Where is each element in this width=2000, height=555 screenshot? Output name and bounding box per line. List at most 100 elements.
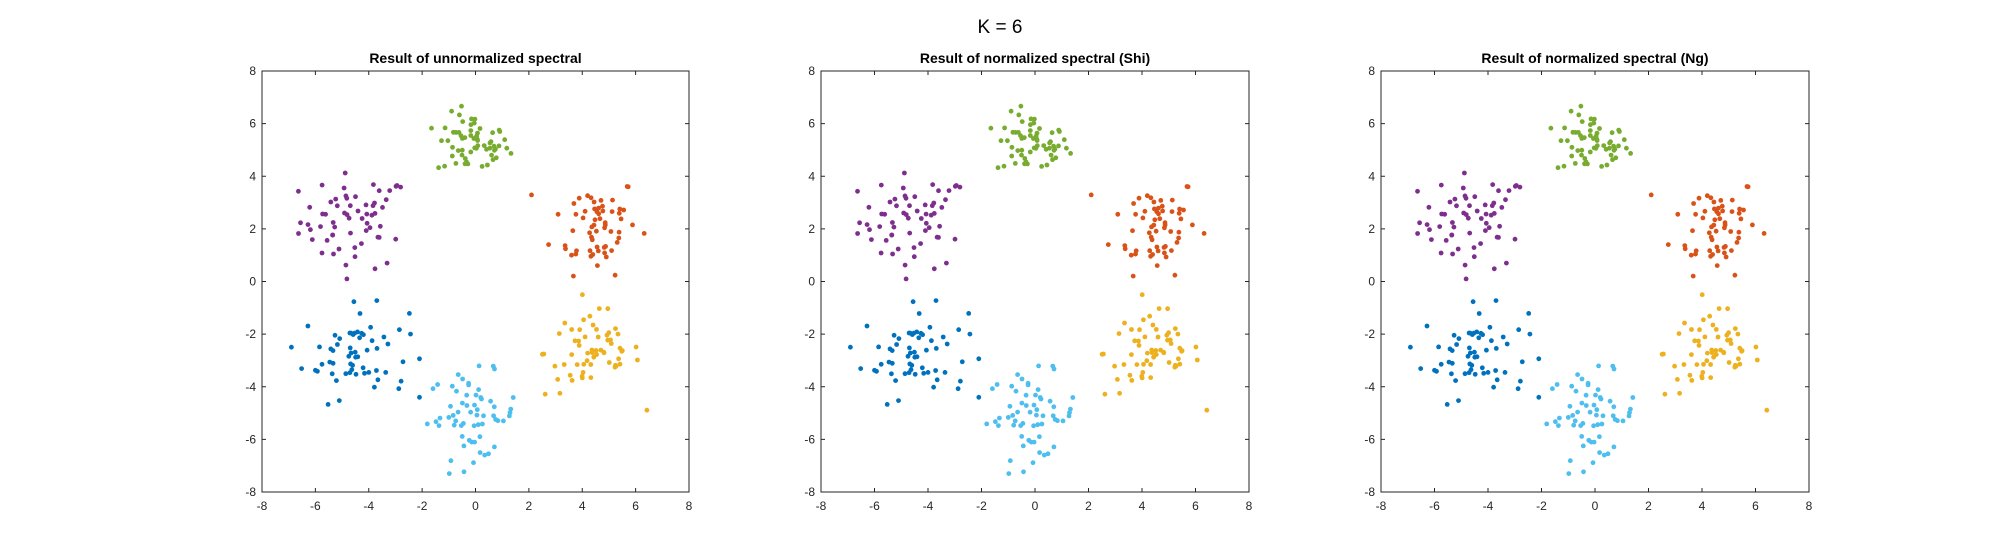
scatter-point [485, 162, 490, 168]
scatter-point [1449, 232, 1455, 238]
scatter-point [1467, 203, 1472, 209]
scatter-point [1728, 341, 1734, 346]
scatter-point [360, 365, 366, 371]
scatter-point [1548, 125, 1554, 131]
scatter-point [1591, 120, 1597, 126]
scatter-point [468, 149, 474, 155]
scatter-point [644, 407, 650, 413]
scatter-point [1027, 128, 1033, 134]
scatter-point [468, 128, 474, 134]
scatter-point [569, 327, 575, 332]
scatter-point [1687, 372, 1693, 378]
scatter-point [1594, 407, 1600, 413]
scatter-point [1154, 209, 1160, 215]
scatter-point [933, 368, 938, 373]
scatter-point [1149, 347, 1155, 353]
scatter-point [1443, 238, 1449, 243]
scatter-point [1732, 272, 1738, 278]
scatter-point [1750, 222, 1755, 228]
scatter-point [1178, 216, 1184, 222]
scatter-point [1484, 347, 1489, 353]
scatter-point [1576, 112, 1582, 118]
scatter-point [1700, 215, 1706, 221]
scatter-point [1579, 434, 1585, 439]
x-tick-label: -4 [923, 499, 934, 513]
scatter-point [1133, 251, 1138, 257]
scatter-point [606, 360, 612, 365]
scatter-point [1144, 358, 1150, 364]
scatter-point [1579, 147, 1585, 153]
scatter-point [1141, 361, 1146, 367]
scatter-point [1456, 336, 1462, 341]
scatter-point [956, 327, 962, 333]
scatter-point [589, 237, 595, 243]
scatter-point [864, 323, 870, 329]
scatter-point [309, 237, 315, 243]
scatter-point [902, 170, 907, 176]
scatter-point [588, 362, 594, 367]
scatter-point [451, 422, 457, 428]
scatter-point [616, 356, 621, 362]
scatter-point [488, 398, 493, 404]
scatter-point [501, 418, 506, 424]
scatter-point [1550, 386, 1555, 392]
scatter-point [998, 138, 1004, 144]
scatter-point [1718, 347, 1723, 353]
scatter-point [1568, 108, 1574, 114]
scatter-point [864, 222, 870, 228]
x-tick-label: -2 [976, 499, 987, 513]
scatter-point [335, 342, 340, 347]
scatter-point [1165, 306, 1170, 312]
scatter-point [475, 130, 480, 136]
x-tick-label: 2 [1085, 499, 1092, 513]
scatter-point [387, 188, 393, 194]
scatter-point [617, 361, 623, 367]
scatter-point [1454, 342, 1459, 347]
scatter-point [906, 370, 912, 376]
scatter-point [1729, 197, 1735, 203]
scatter-point [1485, 370, 1491, 375]
scatter-point [1061, 137, 1067, 143]
scatter-point [299, 366, 304, 371]
scatter-point [383, 370, 389, 375]
scatter-point [1489, 338, 1494, 344]
scatter-point [1504, 341, 1510, 347]
scatter-point [546, 242, 551, 248]
scatter-point [1169, 248, 1174, 254]
scatter-point [1591, 402, 1597, 408]
scatter-point [1102, 391, 1108, 397]
scatter-point [1474, 354, 1480, 360]
scatter-point [453, 130, 459, 135]
scatter-point [1015, 409, 1020, 415]
scatter-point [1716, 306, 1722, 311]
scatter-point [1142, 334, 1148, 340]
scatter-point [606, 330, 612, 336]
scatter-point [374, 298, 380, 303]
scatter-point [966, 311, 972, 316]
x-tick-label: 0 [1592, 499, 1599, 513]
scatter-point [1184, 184, 1190, 189]
scatter-point [1744, 184, 1750, 189]
scatter-point [305, 222, 311, 228]
scatter-point [1460, 185, 1466, 191]
scatter-point [557, 390, 563, 396]
scatter-point [496, 127, 502, 133]
scatter-point [1462, 170, 1467, 176]
scatter-point [1415, 188, 1420, 194]
scatter-point [1696, 195, 1702, 201]
scatter-point [1047, 398, 1053, 404]
scatter-point [1037, 434, 1042, 440]
x-tick-label: 2 [1645, 499, 1652, 513]
scatter-point [1519, 359, 1525, 365]
scatter-point [896, 336, 902, 341]
scatter-point [858, 366, 864, 371]
scatter-point [1007, 458, 1013, 464]
scatter-point [1166, 330, 1171, 336]
scatter-point [1594, 130, 1600, 136]
scatter-point [1012, 418, 1018, 424]
cluster-3 [529, 184, 647, 279]
scatter-point [486, 451, 491, 457]
scatter-point [377, 223, 383, 229]
scatter-point [624, 184, 630, 189]
scatter-point [368, 324, 373, 330]
